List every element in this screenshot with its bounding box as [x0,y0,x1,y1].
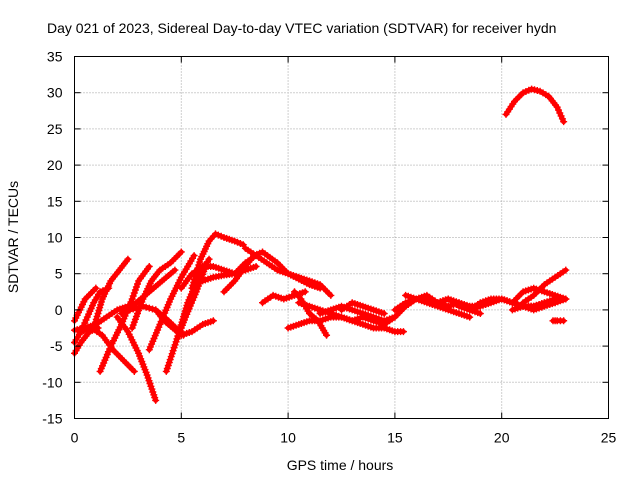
y-tick-label: 10 [47,230,63,246]
x-tick-label: 25 [601,430,617,446]
series-arc-33 [519,266,570,307]
data-point [209,317,217,325]
series-arc-05 [90,255,132,332]
y-tick-label: 25 [47,121,63,137]
tick-labels: 0 5 10 15 20 25 -15 -10 -5 0 5 10 15 20 25 30 35 [42,49,616,446]
data-point [327,291,335,299]
y-axis-label: SDTVAR / TECUs [5,181,21,293]
y-tick-label: -15 [42,411,62,427]
data-point [190,252,198,260]
series-arc-06 [77,324,138,375]
series-arc-20 [241,244,335,299]
data-point [142,303,150,311]
data-point [130,367,138,375]
data-point [92,284,100,292]
data-point [145,304,153,312]
y-tick-label: 5 [55,266,63,282]
series-arc-24 [295,299,407,336]
y-tick-label: -10 [42,374,62,390]
data-point [476,310,484,318]
ticks [74,56,609,419]
data-point [134,280,141,288]
data-point [301,288,309,296]
y-tick-label: 20 [47,157,63,173]
data-point [205,255,213,263]
chart-title: Day 021 of 2023, Sidereal Day-to-day VTE… [47,20,556,36]
y-tick-label: -5 [50,338,63,354]
data-point [177,248,185,256]
data-point [560,317,568,325]
y-tick-label: 35 [47,49,63,65]
series-arc-36 [502,85,568,126]
data-point [152,396,160,404]
x-tick-label: 20 [494,430,510,446]
x-tick-label: 0 [71,430,79,446]
data-point [380,310,388,318]
data-point [560,295,568,303]
data-point [323,331,331,339]
x-axis-label: GPS time / hours [287,457,394,473]
series-arc-34 [508,295,568,314]
series-arc-12 [145,252,198,354]
y-tick-label: 0 [55,302,63,318]
x-tick-label: 10 [280,430,296,446]
data-point [560,118,568,126]
data-point [145,262,153,270]
data-point [466,313,474,321]
data-point [171,266,179,274]
y-tick-label: 30 [47,85,63,101]
data-point [239,241,247,249]
x-tick-label: 5 [177,430,185,446]
series-arc-26 [338,299,388,318]
series-arc-35 [549,317,568,325]
series-arc-08 [113,313,160,404]
data-point [252,262,260,270]
plot-area [71,85,570,404]
data-point [399,328,407,336]
data-point [562,266,570,274]
x-tick-label: 15 [387,430,403,446]
series-arc-15 [152,306,217,339]
y-tick-label: 15 [47,193,63,209]
series-arc-17 [188,230,247,292]
series-arc-11 [120,266,179,314]
data-point [124,255,132,263]
